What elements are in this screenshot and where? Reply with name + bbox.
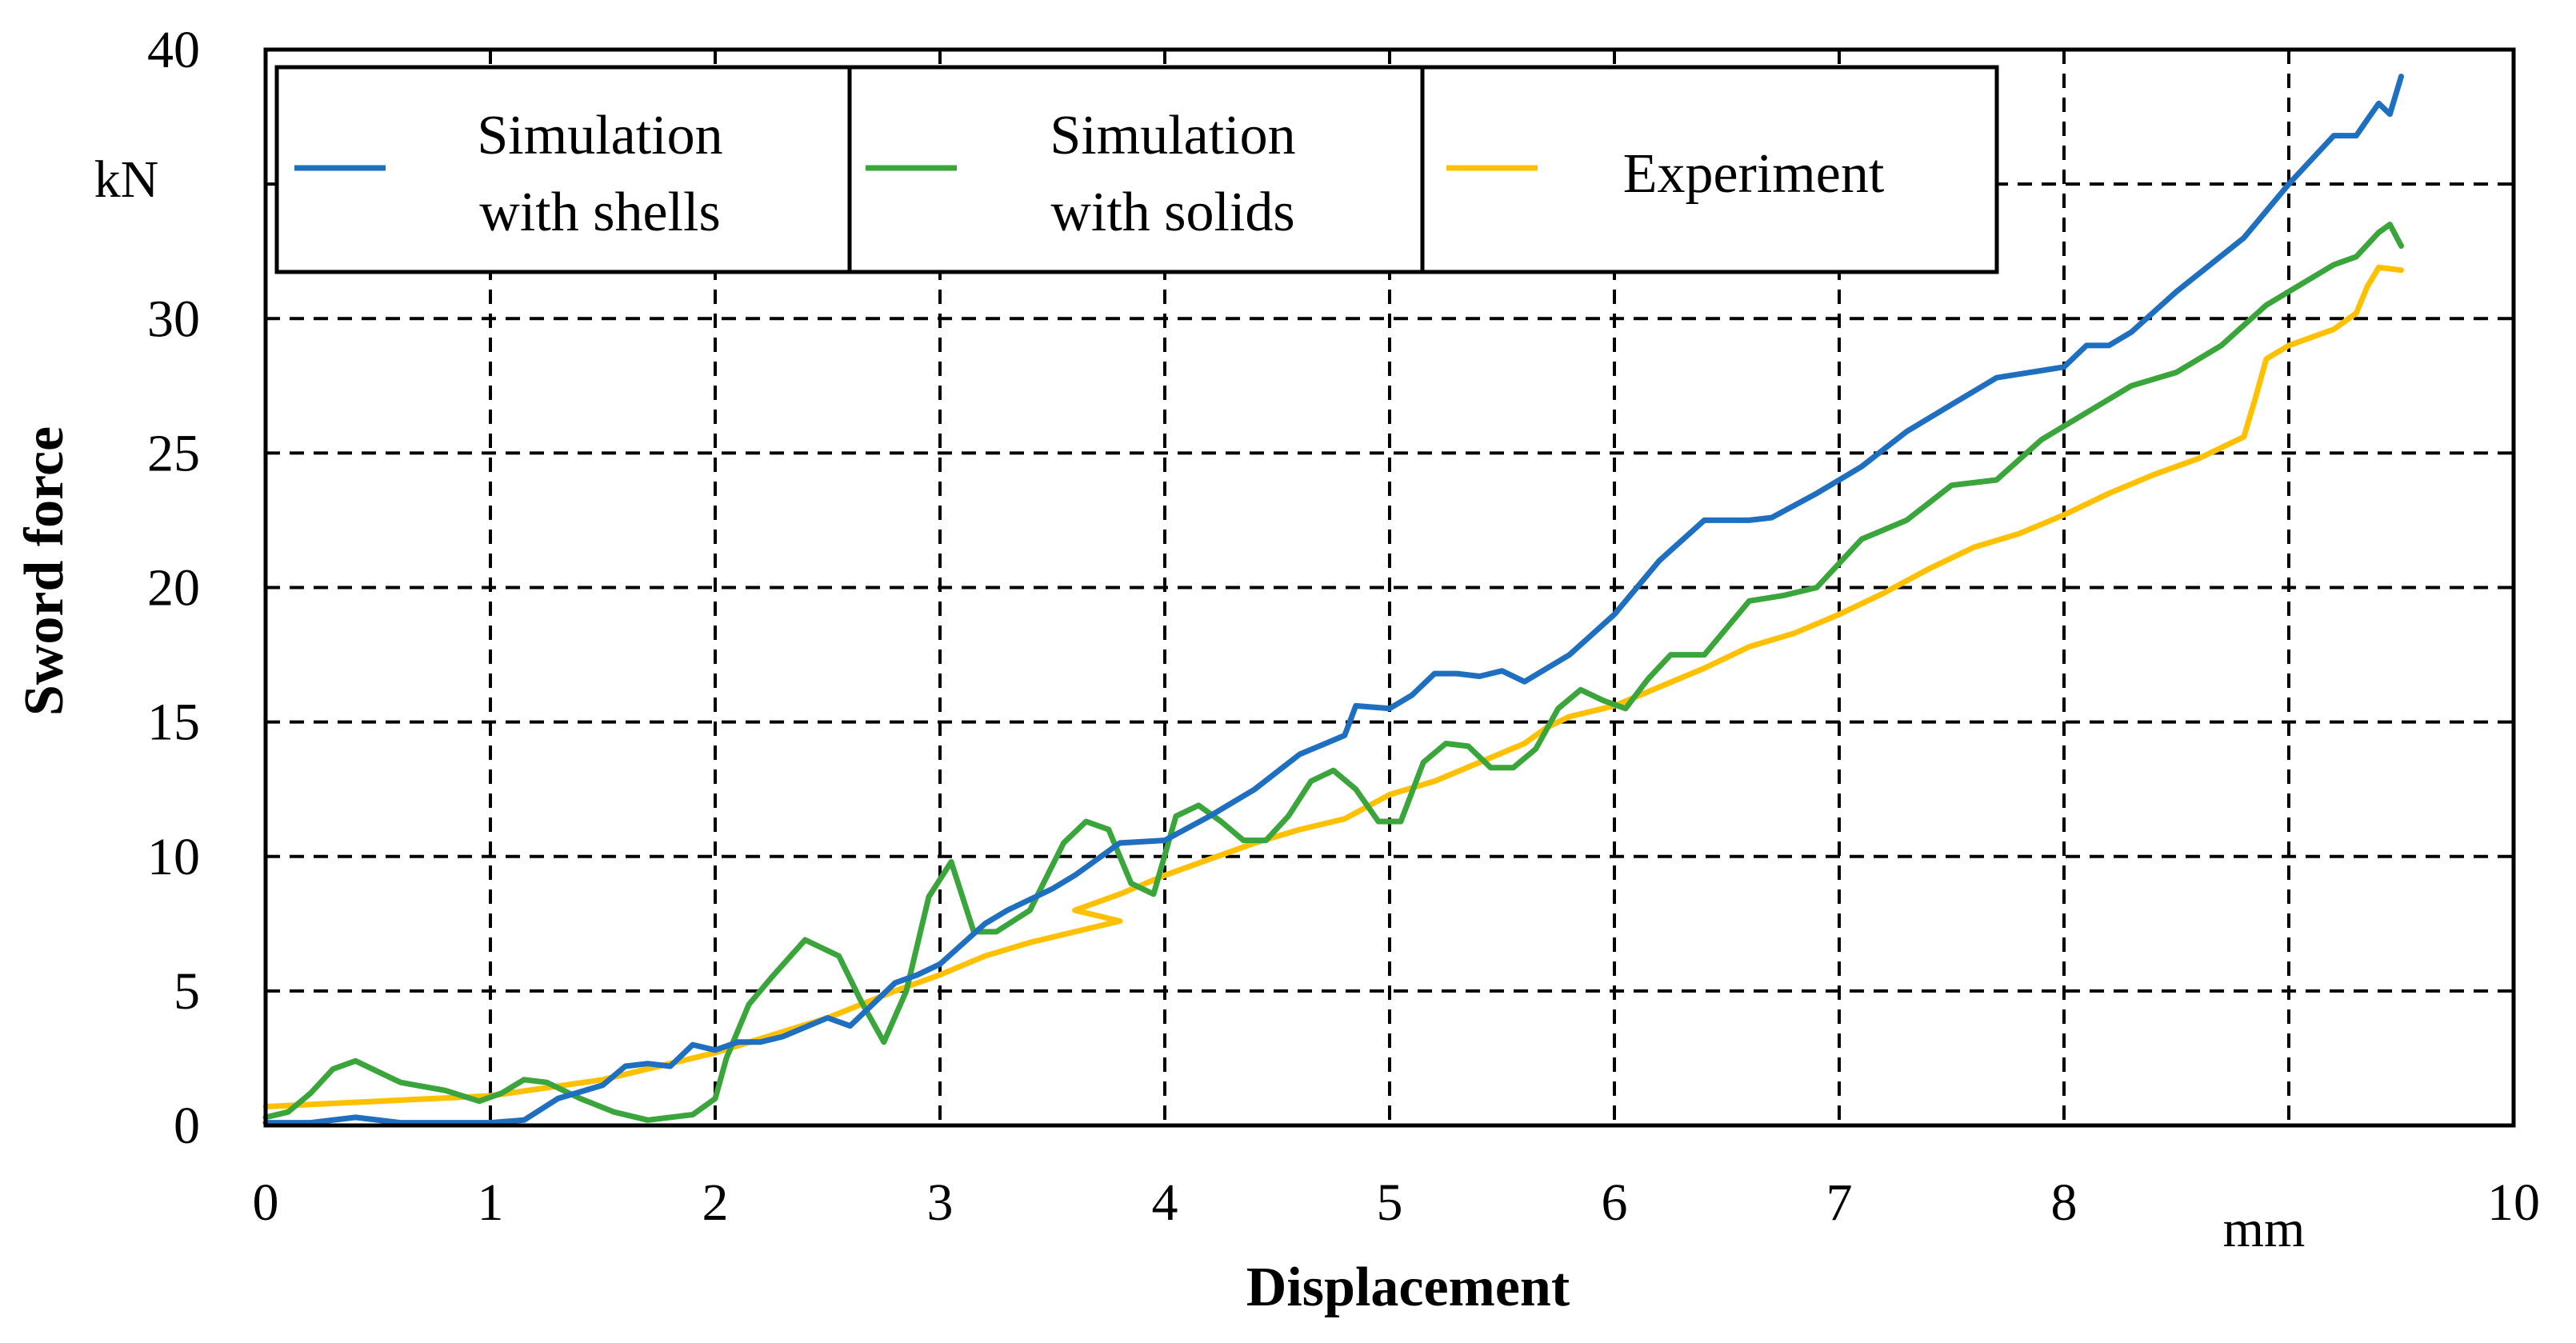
series-layer xyxy=(262,74,2404,1126)
y-tick-label: 25 xyxy=(147,424,200,482)
y-tick-label: 40 xyxy=(147,21,200,79)
y-tick-label: 20 xyxy=(147,559,200,618)
legend-label-solids: Simulation xyxy=(1050,105,1295,166)
x-tick-label: 1 xyxy=(478,1173,504,1232)
y-tick-labels: 0 5 10 15 20 25 30 40 xyxy=(147,21,200,1155)
legend-box xyxy=(274,65,1999,274)
y-tick-label: 10 xyxy=(147,828,200,886)
series-line-experiment xyxy=(262,264,2404,1109)
x-tick-label: 0 xyxy=(253,1173,279,1232)
legend: Simulation with shells Simulation with s… xyxy=(274,65,1999,274)
x-tick-label: 4 xyxy=(1152,1173,1178,1232)
y-tick-label: 5 xyxy=(174,962,200,1021)
x-tick-label: 7 xyxy=(1826,1173,1853,1232)
series-line-simulation-with-solids xyxy=(262,222,2404,1123)
legend-label-experiment: Experiment xyxy=(1623,143,1885,205)
y-axis-title: Sword force xyxy=(14,426,75,716)
y-unit-label: kN xyxy=(94,150,159,209)
y-tick-label: 30 xyxy=(147,290,200,348)
x-tick-label: 6 xyxy=(1602,1173,1628,1232)
x-axis-title: Displacement xyxy=(1246,1257,1570,1318)
y-tick-label: 0 xyxy=(174,1097,200,1155)
x-tick-labels: 0 1 2 3 4 5 6 7 8 10 xyxy=(253,1173,2541,1232)
legend-label-shells: with shells xyxy=(479,182,720,243)
x-tick-label: 10 xyxy=(2487,1173,2540,1232)
x-tick-label: 2 xyxy=(702,1173,729,1232)
x-tick-label: 8 xyxy=(2051,1173,2078,1232)
legend-label-shells: Simulation xyxy=(477,105,722,166)
plot-frame xyxy=(263,47,2516,1128)
series-line-simulation-with-shells xyxy=(262,74,2404,1126)
y-tick-label: 15 xyxy=(147,693,200,752)
x-unit-label: mm xyxy=(2223,1200,2306,1258)
legend-label-solids: with solids xyxy=(1050,182,1294,243)
x-tick-label: 3 xyxy=(927,1173,954,1232)
x-tick-label: 5 xyxy=(1377,1173,1403,1232)
